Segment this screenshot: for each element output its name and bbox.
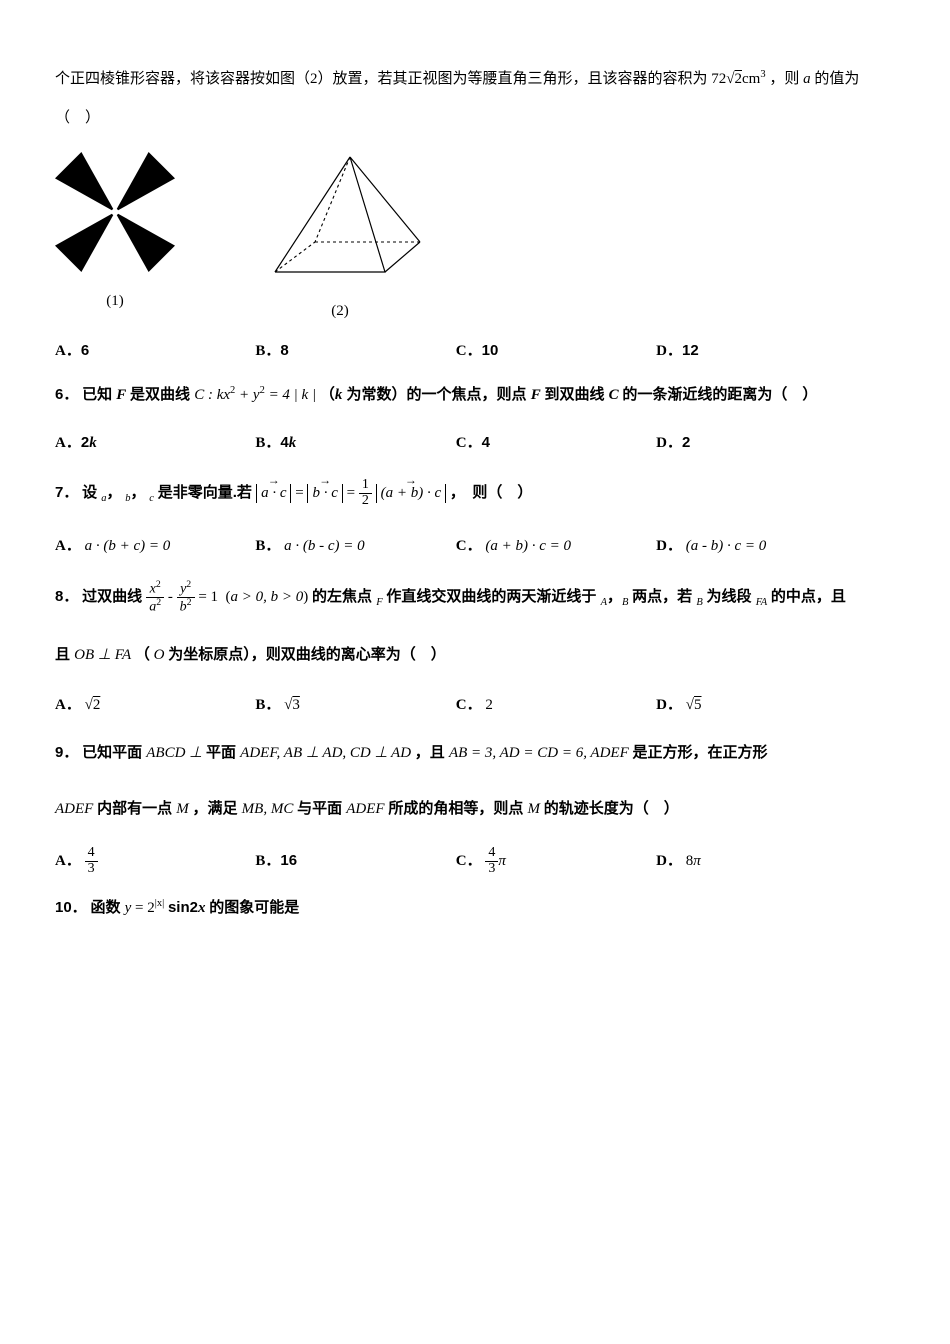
q5-exp: 3 [760,69,765,80]
q9-options: A． 43 B．16 C． 43π D． 8π [55,844,890,878]
q5-after: ，则 [769,71,799,87]
q8-stem2: 且 OB ⊥ FA （ O 为坐标原点），则双曲线的离心率为（ ） [55,635,890,675]
q7-optA[interactable]: A． a · (b + c) = 0 [55,530,255,563]
q6-stem: 6． 已知 F 是双曲线 C : kx2 + y2 = 4 | k | （k 为… [55,378,890,412]
q8-frac1: x2 a2 [146,580,164,616]
q7-optD[interactable]: D． (a - b) · c = 0 [656,530,856,563]
q6-optB[interactable]: B．4k [255,426,455,460]
q7-abs1: a · c [256,484,291,504]
q7-c: c [149,493,154,504]
q8-optA[interactable]: A． √2 [55,689,255,722]
q7-abs2: b · c [307,484,342,504]
q8-optB[interactable]: B． √3 [255,689,455,722]
q5-intro: 个正四棱锥形容器，将该容器按如图（2）放置，若其正视图为等腰直角三角形，且该容器… [55,71,708,87]
q7-abs3: (a + b) · c [376,484,447,504]
q9-optB[interactable]: B．16 [255,844,455,878]
q5-fig1-wrap: (1) [55,152,175,328]
q6-end: 的一条渐近线的距离为（ ） [622,386,817,403]
q6-F: F [116,387,126,403]
q5-unit: cm [742,71,760,87]
q8-optD[interactable]: D． √5 [656,689,856,722]
q6-options: A．2k B．4k C．4 D．2 [55,426,890,460]
q6-num: 6． [55,386,78,403]
q8-num: 8． [55,588,78,605]
q7-half: 12 [359,478,372,508]
q6-optD[interactable]: D．2 [656,426,856,460]
q5-cap1: (1) [55,285,175,318]
q5-a: a [803,71,811,87]
q8-frac2: y2 b2 [177,580,195,616]
q6-mid2: （ [320,386,335,403]
q5-stem: 个正四棱锥形容器，将该容器按如图（2）放置，若其正视图为等腰直角三角形，且该容器… [55,60,890,138]
q9-num: 9． [55,744,78,761]
q8-options: A． √2 B． √3 C． 2 D． √5 [55,689,890,722]
q5-optD[interactable]: D．12 [656,334,856,368]
q6-optA[interactable]: A．2k [55,426,255,460]
q5-sqrt: √2 [726,71,742,87]
q7-tail: ， 则（ ） [450,484,533,501]
q7-mid: 是非零向量.若 [158,484,256,501]
q9-stem2: ADEF 内部有一点 M ，满足 MB, MC 与平面 ADEF 所成的角相等，… [55,788,890,830]
q5-fig2-svg [255,152,425,282]
q6-pre: 已知 [82,386,116,403]
q7-stem: 7． 设 a， b， c 是非零向量.若 a · c = b · c = 12 … [55,470,890,516]
q7-num: 7． [55,484,78,501]
q9-optC[interactable]: C． 43π [456,845,656,878]
q6-eqL: C : kx [194,387,230,403]
q9-stem1: 9． 已知平面 ABCD ⊥ 平面 ADEF, AB ⊥ AD, CD ⊥ AD… [55,732,890,774]
q8-stem1: 8． 过双曲线 x2 a2 - y2 b2 = 1 (a > 0, b > 0)… [55,573,890,621]
q7-optB[interactable]: B． a · (b - c) = 0 [255,530,455,563]
q5-volnum: 72 [711,71,726,87]
q9-optA[interactable]: A． 43 [55,845,255,878]
q7-optC[interactable]: C． (a + b) · c = 0 [456,530,656,563]
q6-optC[interactable]: C．4 [456,426,656,460]
q5-fig2-wrap: (2) [255,152,425,328]
q5-optB[interactable]: B．8 [255,334,455,368]
q5-optC[interactable]: C．10 [456,334,656,368]
q6-mid4: 到双曲线 [544,386,608,403]
q5-figures: (1) (2) [55,152,890,328]
q8-optC[interactable]: C． 2 [456,689,656,722]
q10-num: 10． [55,899,87,916]
q5-cap2: (2) [255,295,425,328]
q9-optD[interactable]: D． 8π [656,845,856,878]
q6-mid1: 是双曲线 [130,386,194,403]
q5-fig1-svg [55,152,175,272]
q6-mid3: 为常数）的一个焦点，则点 [342,386,530,403]
q5-options: A．6 B．8 C．10 D．12 [55,334,890,368]
q7-options: A． a · (b + c) = 0 B． a · (b - c) = 0 C．… [55,530,890,563]
q10-stem: 10． 函数 y = 2|x| sin2x 的图象可能是 [55,888,890,928]
q5-optA[interactable]: A．6 [55,334,255,368]
